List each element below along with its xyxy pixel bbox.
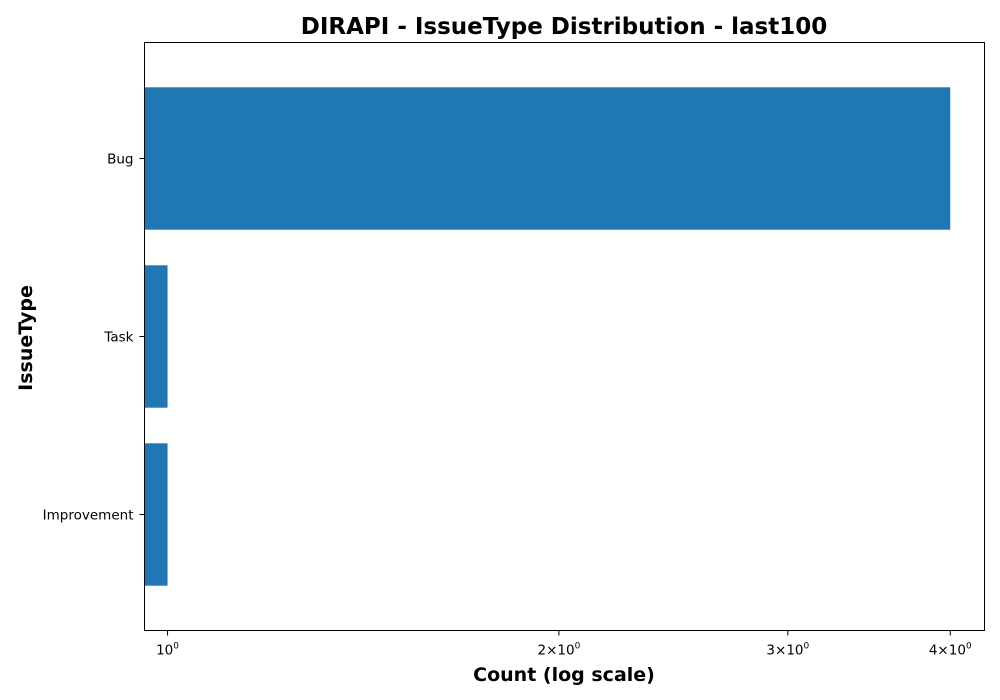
- y-tick-label-task: Task: [103, 330, 133, 346]
- bar-improvement: [144, 443, 168, 586]
- chart-title: DIRAPI - IssueType Distribution - last10…: [301, 14, 828, 40]
- x-tick-label-1: 2×100: [537, 642, 580, 659]
- x-tick-label-0: 100: [156, 642, 179, 659]
- y-tick-label-bug: Bug: [107, 152, 133, 168]
- x-axis-label: Count (log scale): [473, 664, 655, 686]
- bar-bug: [144, 87, 951, 230]
- bars-group: [144, 87, 951, 586]
- x-tick-label-3: 4×100: [929, 642, 972, 659]
- y-axis-ticks: Bug Task Improvement: [43, 152, 145, 524]
- x-tick-label-2: 3×100: [766, 642, 809, 659]
- x-axis-ticks: 100 2×100 3×100 4×100: [156, 630, 972, 659]
- bar-task: [144, 265, 168, 408]
- y-tick-label-improvement: Improvement: [43, 508, 134, 524]
- y-axis-label: IssueType: [15, 285, 37, 391]
